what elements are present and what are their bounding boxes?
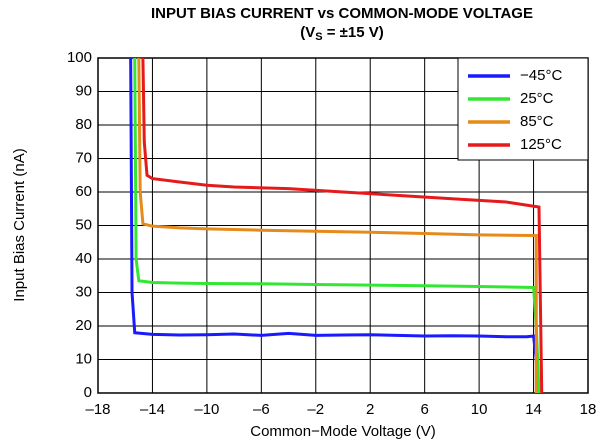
x-tick-label: –10 <box>194 401 219 418</box>
subtitle-part: (V <box>300 24 315 41</box>
x-tick-label: –2 <box>307 401 324 418</box>
y-tick-label: 70 <box>75 149 92 166</box>
legend-label: 25°C <box>520 90 554 107</box>
chart-subtitle: (VS = ±15 V) <box>300 24 384 43</box>
y-tick-label: 0 <box>84 384 92 401</box>
x-tick-label: 6 <box>420 401 428 418</box>
y-tick-label: 40 <box>75 250 92 267</box>
y-axis-label: Input Bias Current (nA) <box>11 148 28 301</box>
subtitle-subscript: S <box>315 31 322 43</box>
x-tick-label: 10 <box>471 401 488 418</box>
x-tick-label: 18 <box>580 401 597 418</box>
chart-title: INPUT BIAS CURRENT vs COMMON-MODE VOLTAG… <box>151 5 533 22</box>
x-axis-label: Common−Mode Voltage (V) <box>250 423 436 440</box>
series-line <box>133 57 541 394</box>
legend-label: 125°C <box>520 136 562 153</box>
y-tick-label: 80 <box>75 116 92 133</box>
x-tick-label: –14 <box>140 401 165 418</box>
series-line <box>129 57 540 394</box>
x-tick-label: –6 <box>253 401 270 418</box>
y-tick-label: 60 <box>75 183 92 200</box>
y-tick-label: 50 <box>75 216 92 233</box>
series-line <box>141 57 544 394</box>
y-tick-label: 10 <box>75 350 92 367</box>
subtitle-part: = ±15 V) <box>323 24 384 41</box>
y-tick-label: 90 <box>75 82 92 99</box>
series-line <box>137 57 538 393</box>
plot-frame <box>97 57 589 394</box>
x-tick-label: 14 <box>525 401 542 418</box>
x-tick-label: –18 <box>85 401 110 418</box>
legend-label: 85°C <box>520 113 554 130</box>
y-tick-label: 100 <box>67 49 92 66</box>
legend-label: −45°C <box>520 67 562 84</box>
y-tick-label: 30 <box>75 283 92 300</box>
x-tick-label: 2 <box>366 401 374 418</box>
y-tick-label: 20 <box>75 317 92 334</box>
